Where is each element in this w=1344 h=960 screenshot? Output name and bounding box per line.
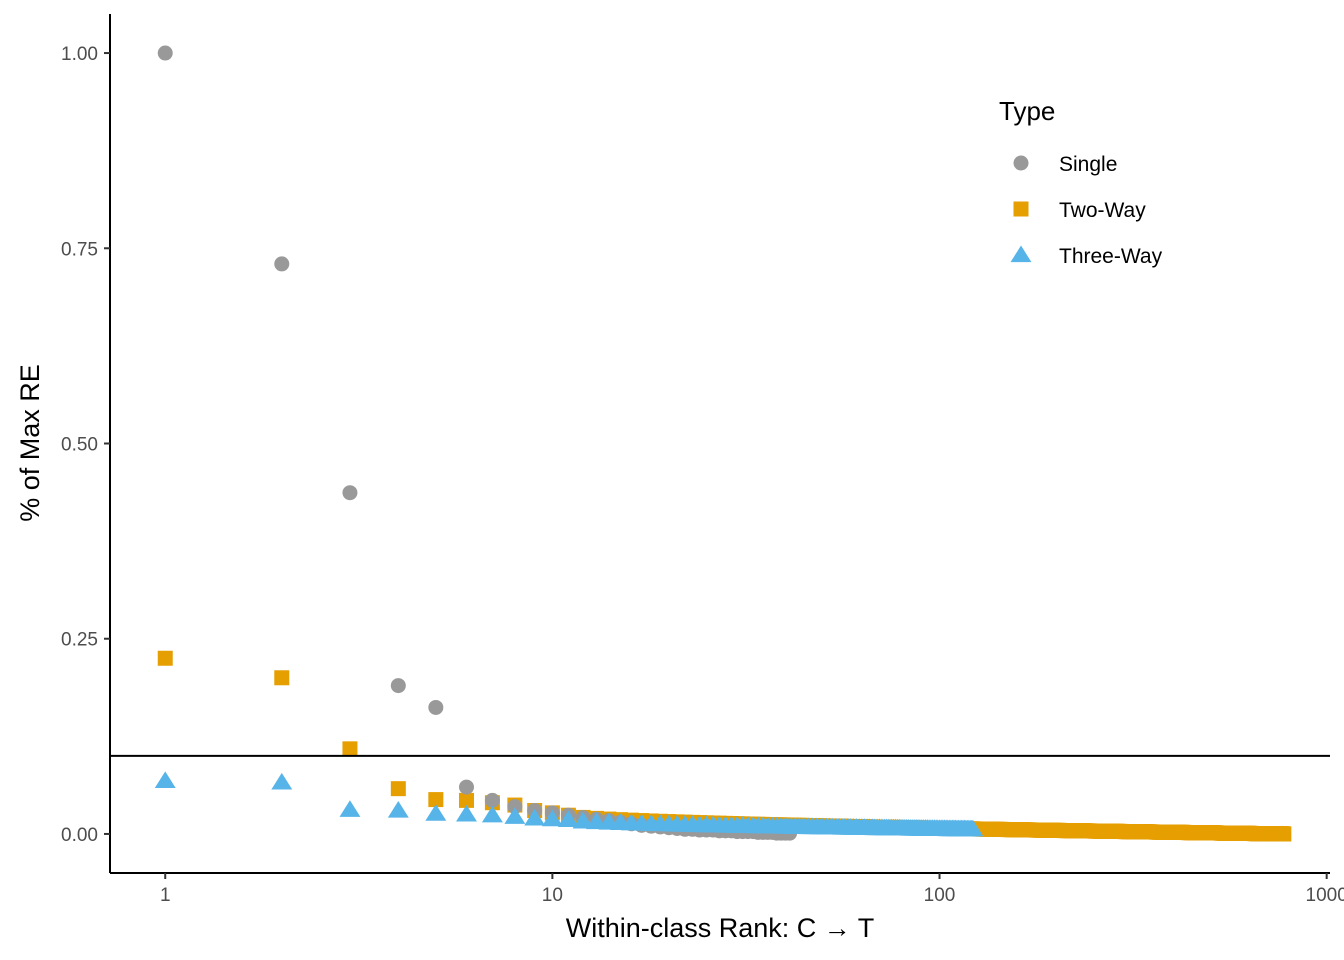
data-points — [154, 45, 1292, 842]
x-tick-label: 100 — [924, 885, 956, 906]
point-single — [274, 256, 290, 272]
point-three-way — [456, 804, 477, 822]
x-tick-label: 1 — [160, 885, 171, 906]
point-two-way — [157, 650, 173, 666]
point-two-way — [458, 792, 474, 808]
point-two-way — [342, 741, 358, 757]
y-tick-label: 0.50 — [61, 435, 98, 456]
y-tick-label: 0.25 — [61, 630, 98, 651]
point-single — [458, 779, 474, 795]
x-tick-label: 10 — [542, 885, 563, 906]
point-single — [484, 792, 500, 808]
point-single — [157, 45, 173, 61]
axes: 0.00 0.25 0.50 0.75 1.00 1 10 100 1000 — [61, 44, 1344, 906]
point-three-way — [962, 819, 984, 837]
y-axis-title: % of Max RE — [15, 364, 45, 522]
point-three-way — [481, 805, 503, 823]
legend: Type Single Two-Way Three-Way — [999, 96, 1163, 268]
legend-title: Type — [999, 96, 1055, 126]
point-three-way — [425, 804, 447, 821]
point-two-way — [1276, 826, 1292, 842]
point-three-way — [572, 811, 594, 829]
legend-key-two-way — [1013, 201, 1029, 217]
point-single — [342, 485, 358, 501]
x-tick-label: 1000 — [1306, 885, 1344, 906]
x-axis-title: Within-class Rank: C → T — [566, 913, 875, 943]
legend-key-three-way — [1010, 245, 1032, 263]
point-single — [507, 799, 523, 815]
legend-key-single — [1013, 155, 1029, 171]
point-three-way — [339, 800, 361, 817]
y-tick-label: 0.00 — [61, 825, 98, 846]
point-three-way — [271, 772, 293, 790]
point-two-way — [390, 781, 406, 797]
point-three-way — [154, 771, 176, 788]
point-three-way — [557, 810, 579, 828]
point-three-way — [387, 801, 409, 818]
point-three-way — [541, 809, 563, 827]
y-tick-label: 1.00 — [61, 44, 98, 65]
legend-items: Single Two-Way Three-Way — [1010, 153, 1163, 268]
series-two-way — [157, 650, 1292, 842]
series-three-way — [154, 771, 984, 837]
point-three-way — [504, 807, 526, 824]
legend-item-three-way: Three-Way — [1010, 245, 1163, 268]
point-single — [390, 678, 406, 694]
point-two-way — [428, 792, 444, 808]
point-three-way — [524, 808, 546, 826]
legend-item-single: Single — [1013, 153, 1117, 176]
legend-label: Two-Way — [1059, 199, 1146, 222]
point-two-way — [274, 670, 290, 686]
legend-label: Three-Way — [1059, 245, 1163, 268]
legend-label: Single — [1059, 153, 1117, 176]
point-single — [428, 699, 444, 715]
legend-item-two-way: Two-Way — [1013, 199, 1146, 222]
y-tick-label: 0.75 — [61, 239, 98, 260]
series-single — [157, 45, 798, 841]
